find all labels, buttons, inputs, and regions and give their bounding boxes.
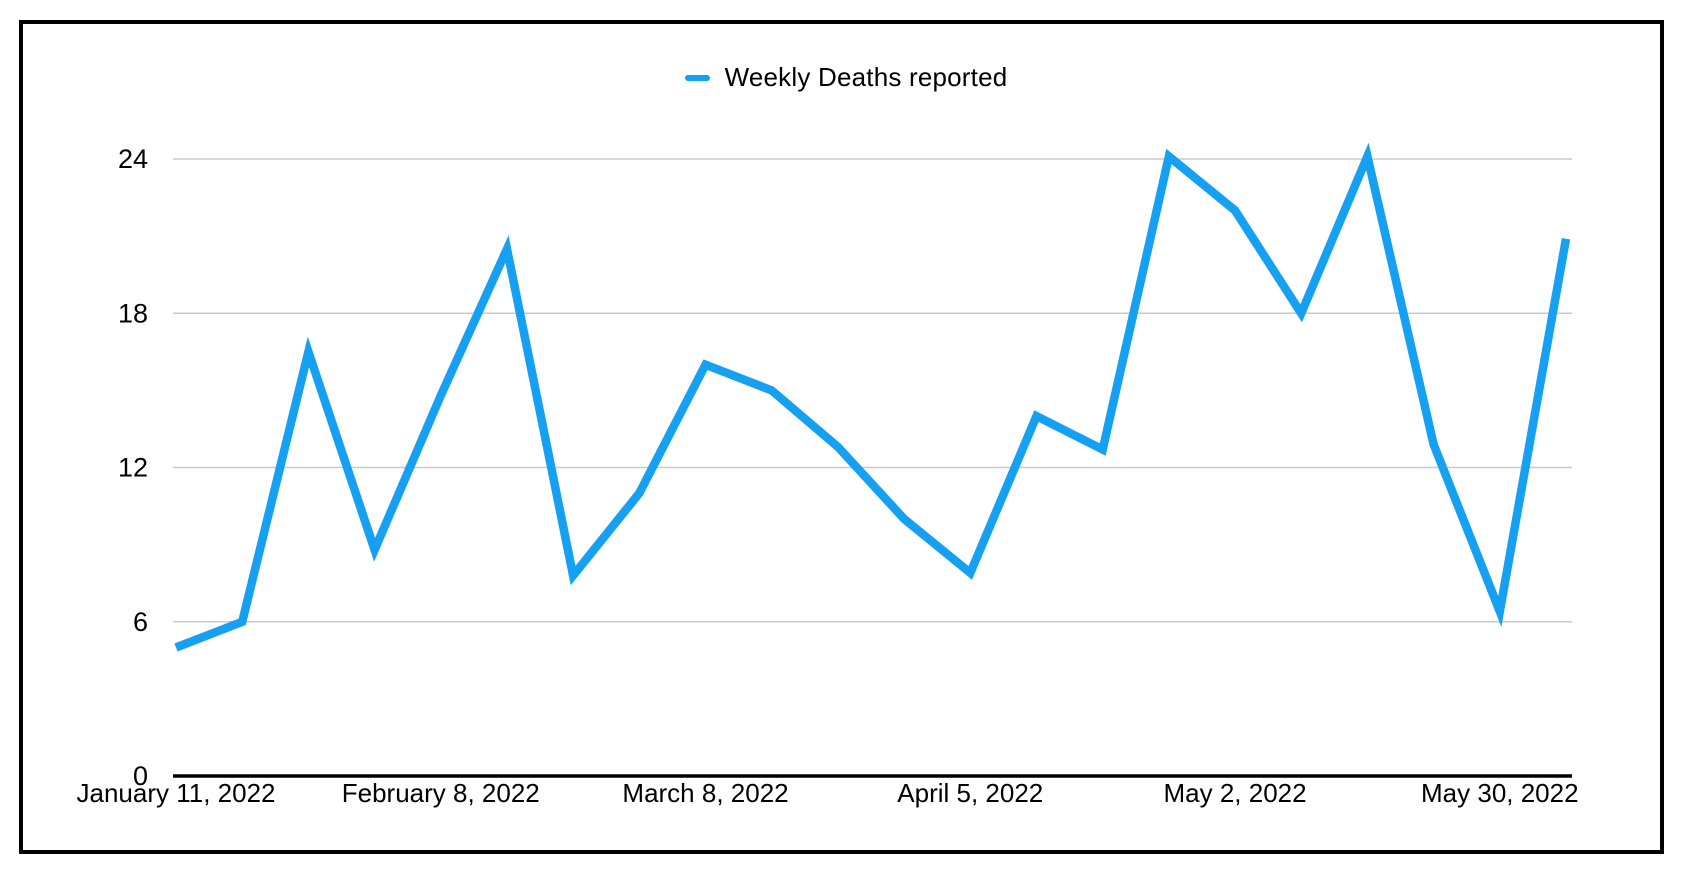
x-axis-tick-label-1: January 11, 2022 bbox=[77, 778, 276, 808]
weekly-deaths-series-line bbox=[174, 142, 1571, 652]
x-axis-tick-label-5: May 2, 2022 bbox=[1164, 778, 1307, 808]
y-axis-tick-label-12: 12 bbox=[118, 453, 148, 483]
legend-line-marker-icon bbox=[684, 74, 710, 81]
x-axis-tick-label-6: May 30, 2022 bbox=[1421, 778, 1579, 808]
legend-label: Weekly Deaths reported bbox=[724, 62, 1008, 92]
x-axis-tick-label-3: March 8, 2022 bbox=[622, 778, 788, 808]
y-axis-tick-label-18: 18 bbox=[118, 298, 148, 328]
y-axis-tick-label-6: 6 bbox=[133, 607, 148, 637]
chart-frame bbox=[19, 20, 1664, 854]
x-axis-tick-label-2: February 8, 2022 bbox=[342, 778, 540, 808]
legend: Weekly Deaths reported bbox=[0, 62, 1692, 93]
x-axis-tick-label-4: April 5, 2022 bbox=[897, 778, 1043, 808]
y-axis-tick-label-0: 0 bbox=[133, 761, 148, 791]
y-axis-tick-label-24: 24 bbox=[118, 144, 148, 174]
